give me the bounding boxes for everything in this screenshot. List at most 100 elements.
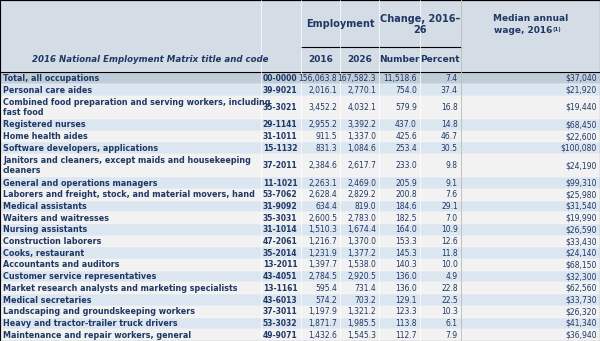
Text: 14.8: 14.8 [441, 120, 458, 129]
Text: 123.3: 123.3 [395, 307, 417, 316]
Text: Customer service representatives: Customer service representatives [3, 272, 157, 281]
Text: 595.4: 595.4 [316, 284, 337, 293]
Bar [0, 154, 600, 177]
Text: $33,730: $33,730 [565, 296, 597, 305]
Text: 2,617.7: 2,617.7 [347, 161, 376, 170]
Text: 634.4: 634.4 [316, 202, 337, 211]
Text: 11.8: 11.8 [441, 249, 458, 258]
Text: 13-1161: 13-1161 [263, 284, 298, 293]
Text: 22.5: 22.5 [441, 296, 458, 305]
Text: 167,582.3: 167,582.3 [338, 74, 376, 83]
Text: 49-9071: 49-9071 [263, 331, 298, 340]
Text: wage, 2016: wage, 2016 [494, 26, 553, 35]
Bar [0, 329, 600, 341]
Text: 911.5: 911.5 [316, 132, 337, 141]
Text: 1,084.6: 1,084.6 [347, 144, 376, 153]
Text: 7.6: 7.6 [446, 190, 458, 199]
Text: Registered nurses: Registered nurses [3, 120, 86, 129]
Bar [0, 119, 600, 131]
Text: 37-2011: 37-2011 [263, 161, 298, 170]
Text: 1,397.7: 1,397.7 [308, 261, 337, 269]
Text: Accountants and auditors: Accountants and auditors [3, 261, 119, 269]
Text: Combined food preparation and serving workers, including
fast food: Combined food preparation and serving wo… [3, 98, 271, 117]
Text: 2,469.0: 2,469.0 [347, 178, 376, 188]
Bar [0, 177, 600, 189]
Text: Personal care aides: Personal care aides [3, 86, 92, 94]
Text: 37-3011: 37-3011 [263, 307, 298, 316]
Text: 53-3032: 53-3032 [263, 319, 298, 328]
Text: 9.8: 9.8 [446, 161, 458, 170]
Text: Nursing assistants: Nursing assistants [3, 225, 87, 234]
Bar [0, 0, 600, 47]
Text: Change, 2016–: Change, 2016– [380, 14, 460, 24]
Text: $41,340: $41,340 [566, 319, 597, 328]
Text: 205.9: 205.9 [395, 178, 417, 188]
Text: 2,955.2: 2,955.2 [308, 120, 337, 129]
Bar [0, 271, 600, 282]
Text: 31-9092: 31-9092 [263, 202, 298, 211]
Text: 2,016.1: 2,016.1 [308, 86, 337, 94]
Text: 16.8: 16.8 [441, 103, 458, 112]
Text: $26,320: $26,320 [566, 307, 597, 316]
Text: 1,985.5: 1,985.5 [347, 319, 376, 328]
Text: Construction laborers: Construction laborers [3, 237, 101, 246]
Text: $68,450: $68,450 [566, 120, 597, 129]
Bar [0, 224, 600, 236]
Text: 3,392.2: 3,392.2 [347, 120, 376, 129]
Bar [0, 259, 600, 271]
Text: 1,231.9: 1,231.9 [308, 249, 337, 258]
Text: 3,452.2: 3,452.2 [308, 103, 337, 112]
Text: 182.5: 182.5 [395, 213, 417, 223]
Text: 1,377.2: 1,377.2 [347, 249, 376, 258]
Text: $24,190: $24,190 [566, 161, 597, 170]
Text: 2,784.5: 2,784.5 [308, 272, 337, 281]
Text: (1): (1) [553, 27, 561, 32]
Bar [0, 294, 600, 306]
Text: 1,337.0: 1,337.0 [347, 132, 376, 141]
Text: Median annual: Median annual [493, 14, 568, 23]
Bar [0, 201, 600, 212]
Text: Home health aides: Home health aides [3, 132, 88, 141]
Text: 1,370.0: 1,370.0 [347, 237, 376, 246]
Text: 145.3: 145.3 [395, 249, 417, 258]
Text: $31,540: $31,540 [566, 202, 597, 211]
Text: 10.3: 10.3 [441, 307, 458, 316]
Bar [0, 247, 600, 259]
Text: 579.9: 579.9 [395, 103, 417, 112]
Text: 574.2: 574.2 [316, 296, 337, 305]
Text: 1,432.6: 1,432.6 [308, 331, 337, 340]
Text: Janitors and cleaners, except maids and housekeeping
cleaners: Janitors and cleaners, except maids and … [3, 156, 251, 176]
Text: $36,940: $36,940 [565, 331, 597, 340]
Text: 113.8: 113.8 [395, 319, 417, 328]
Bar [0, 47, 600, 73]
Text: 184.6: 184.6 [395, 202, 417, 211]
Text: 2016 National Employment Matrix title and code: 2016 National Employment Matrix title an… [32, 56, 269, 64]
Text: $25,980: $25,980 [566, 190, 597, 199]
Text: 29-1141: 29-1141 [263, 120, 298, 129]
Text: $33,430: $33,430 [565, 237, 597, 246]
Text: 1,216.7: 1,216.7 [308, 237, 337, 246]
Text: 7.0: 7.0 [446, 213, 458, 223]
Bar [0, 131, 600, 142]
Text: 2026: 2026 [347, 56, 372, 64]
Bar [0, 317, 600, 329]
Text: Medical secretaries: Medical secretaries [3, 296, 91, 305]
Text: 2,770.1: 2,770.1 [347, 86, 376, 94]
Text: $24,140: $24,140 [566, 249, 597, 258]
Text: 39-9021: 39-9021 [263, 86, 298, 94]
Text: 11-1021: 11-1021 [263, 178, 298, 188]
Text: 1,545.3: 1,545.3 [347, 331, 376, 340]
Text: 1,510.3: 1,510.3 [308, 225, 337, 234]
Text: $37,040: $37,040 [565, 74, 597, 83]
Text: 233.0: 233.0 [395, 161, 417, 170]
Text: 136.0: 136.0 [395, 284, 417, 293]
Bar [0, 236, 600, 247]
Text: 2,628.4: 2,628.4 [308, 190, 337, 199]
Text: 437.0: 437.0 [395, 120, 417, 129]
Bar [0, 84, 600, 96]
Text: $22,600: $22,600 [566, 132, 597, 141]
Text: $68,150: $68,150 [566, 261, 597, 269]
Text: 253.4: 253.4 [395, 144, 417, 153]
Text: 1,321.2: 1,321.2 [347, 307, 376, 316]
Text: 7.9: 7.9 [446, 331, 458, 340]
